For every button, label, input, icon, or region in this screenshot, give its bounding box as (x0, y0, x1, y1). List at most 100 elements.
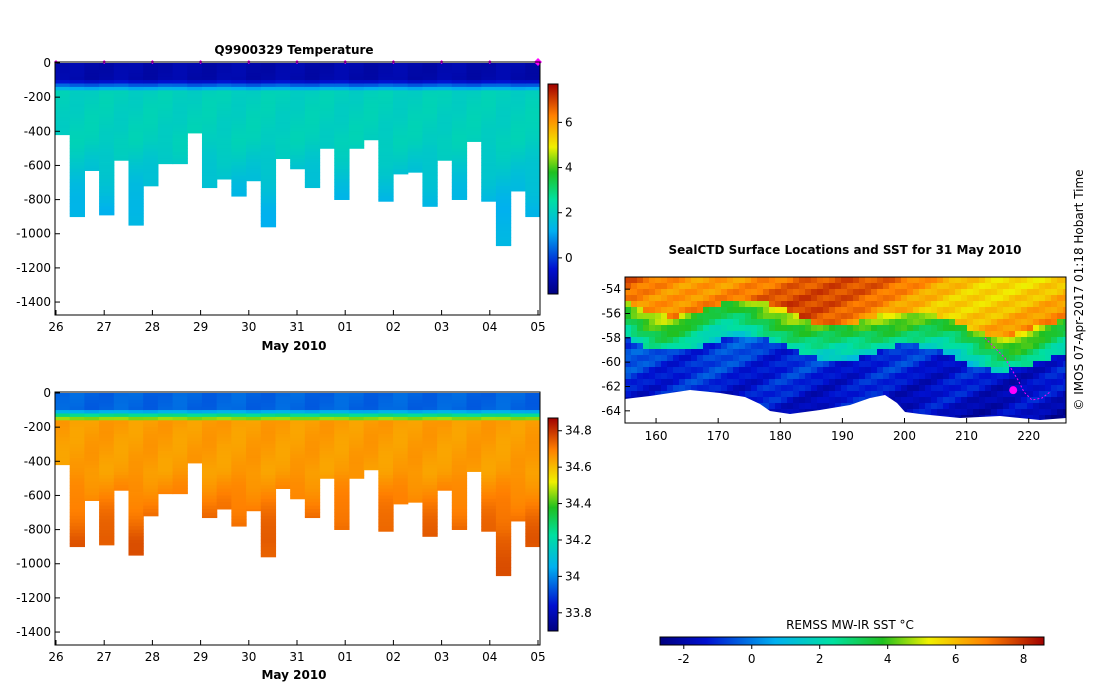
sst-cell (739, 373, 746, 380)
section-cell (99, 471, 115, 476)
sst-cell (853, 313, 860, 320)
section-cell (378, 413, 394, 418)
section-cell (334, 522, 350, 527)
section-cell (201, 127, 218, 132)
section-cell (246, 488, 262, 493)
sst-cell (793, 331, 800, 338)
sst-cell (655, 373, 662, 380)
sst-cell (841, 277, 848, 284)
section-cell (525, 464, 540, 469)
sst-cell (1009, 349, 1016, 356)
section-cell (216, 155, 232, 160)
section-cell (290, 420, 306, 425)
sst-cell (1051, 277, 1058, 284)
sst-colorbar-tick-label: 0 (748, 652, 756, 666)
sst-cell (745, 361, 752, 368)
sst-cell (811, 307, 818, 314)
sst-cell (835, 355, 842, 362)
sst-cell (925, 289, 932, 296)
section-cell (128, 182, 144, 187)
section-cell (201, 403, 218, 408)
section-cell (157, 80, 174, 84)
section-cell (231, 158, 247, 163)
sst-cell (637, 313, 644, 320)
sst-cell (901, 397, 908, 404)
section-cell (55, 121, 71, 125)
section-cell (363, 90, 379, 95)
section-cell (481, 393, 497, 397)
section-cell (246, 172, 262, 177)
sst-cell (907, 337, 914, 344)
section-cell (128, 97, 144, 101)
section-cell (113, 93, 130, 98)
section-cell (451, 464, 468, 469)
sst-cell (847, 337, 854, 344)
section-cell (510, 131, 526, 136)
section-cell (69, 203, 85, 207)
section-cell (495, 73, 512, 78)
section-cell (422, 522, 438, 527)
sst-cell (871, 313, 878, 320)
sst-cell (685, 373, 692, 380)
section-cell (407, 148, 424, 153)
section-cell (275, 131, 291, 136)
section-cell (422, 138, 438, 142)
section-cell (84, 444, 100, 449)
y-tick-label: 0 (43, 386, 51, 400)
section-cell (407, 141, 424, 146)
section-cell (319, 127, 335, 132)
sst-cell (625, 337, 632, 344)
sst-cell (811, 373, 818, 380)
section-cell (334, 66, 350, 71)
section-cell (525, 457, 540, 462)
section-cell (275, 73, 291, 78)
sst-cell (1039, 361, 1046, 368)
section-cell (113, 131, 130, 136)
section-cell (201, 63, 218, 67)
section-cell (437, 90, 453, 95)
section-cell (378, 406, 394, 411)
section-cell (260, 515, 277, 520)
sst-cell (643, 331, 650, 338)
sst-cell (967, 391, 974, 398)
sst-cell (865, 367, 872, 374)
sst-cell (703, 355, 710, 362)
section-cell (55, 83, 71, 88)
section-cell (525, 399, 540, 404)
section-cell (84, 141, 100, 146)
section-cell (407, 80, 424, 84)
section-cell (231, 179, 247, 183)
section-cell (495, 189, 512, 194)
sst-cell (985, 361, 992, 368)
sst-cell (1063, 397, 1066, 404)
section-cell (481, 505, 497, 510)
section-cell (260, 539, 277, 544)
sst-cell (967, 409, 974, 416)
section-cell (128, 471, 144, 476)
sst-cell (937, 319, 944, 326)
section-cell (231, 63, 247, 67)
section-cell (319, 63, 335, 67)
sst-cell (955, 373, 962, 380)
section-cell (525, 468, 540, 472)
section-cell (260, 138, 277, 142)
sst-cell (769, 301, 776, 308)
section-cell (495, 76, 512, 81)
section-cell (378, 196, 394, 200)
section-cell (407, 127, 424, 132)
x-tick-label: 31 (289, 320, 304, 334)
section-cell (69, 80, 85, 84)
sst-cell (805, 295, 812, 302)
sst-cell (931, 349, 938, 356)
sst-cell (787, 349, 794, 356)
section-cell (422, 485, 438, 490)
section-cell (84, 457, 100, 462)
section-cell (128, 117, 144, 122)
section-cell (304, 393, 321, 397)
section-cell (69, 93, 85, 98)
sst-cell (991, 277, 998, 284)
section-cell (201, 457, 218, 462)
section-cell (481, 461, 497, 466)
section-cell (363, 457, 379, 462)
sst-cell (883, 325, 890, 332)
